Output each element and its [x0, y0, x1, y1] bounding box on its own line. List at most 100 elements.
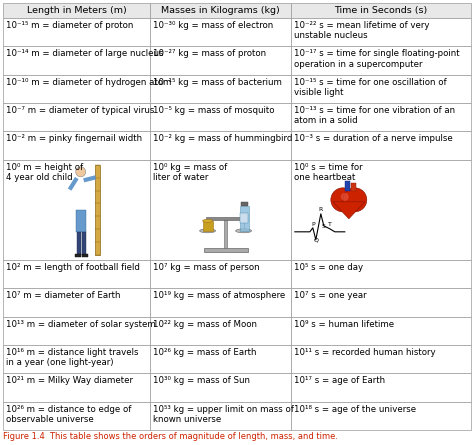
Bar: [150, 373, 291, 402]
Bar: [82, 232, 86, 255]
Text: 10⁻¹⁷ s = time for single floating-point
operation in a supercomputer: 10⁻¹⁷ s = time for single floating-point…: [294, 49, 459, 69]
Bar: [291, 103, 471, 131]
Bar: [291, 373, 471, 402]
Bar: [150, 103, 291, 131]
Circle shape: [341, 193, 349, 201]
Text: 10⁻¹⁴ m = diameter of large nucleus: 10⁻¹⁴ m = diameter of large nucleus: [6, 49, 164, 58]
Text: 10¹⁷ s = age of Earth: 10¹⁷ s = age of Earth: [294, 376, 385, 385]
Text: 10⁻²⁷ kg = mass of proton: 10⁻²⁷ kg = mass of proton: [154, 49, 266, 58]
Text: 10⁻⁷ m = diameter of typical virus: 10⁻⁷ m = diameter of typical virus: [6, 106, 155, 115]
Bar: [241, 202, 247, 206]
Bar: [150, 131, 291, 160]
Bar: [3, 160, 150, 260]
Bar: [76, 210, 86, 232]
Text: 10⁵ s = one day: 10⁵ s = one day: [294, 263, 363, 272]
Text: 10⁹ s = human lifetime: 10⁹ s = human lifetime: [294, 320, 394, 328]
Text: 10²¹ m = Milky Way diameter: 10²¹ m = Milky Way diameter: [6, 376, 133, 385]
Bar: [3, 373, 150, 402]
Text: 10⁰ m = height of
4 year old child: 10⁰ m = height of 4 year old child: [6, 163, 83, 182]
Bar: [150, 260, 291, 288]
Text: Q: Q: [313, 238, 319, 243]
Text: 10⁻² kg = mass of hummingbird: 10⁻² kg = mass of hummingbird: [154, 134, 293, 143]
Bar: [75, 254, 81, 257]
Text: Time in Seconds (s): Time in Seconds (s): [334, 6, 428, 15]
Bar: [204, 248, 247, 252]
Bar: [206, 217, 246, 220]
Text: 10³⁰ kg = mass of Sun: 10³⁰ kg = mass of Sun: [154, 376, 250, 385]
Bar: [150, 18, 291, 46]
Bar: [3, 345, 150, 373]
Bar: [150, 345, 291, 373]
Bar: [291, 316, 471, 345]
Text: P: P: [311, 222, 315, 227]
Bar: [291, 3, 471, 18]
Bar: [150, 402, 291, 430]
Bar: [3, 316, 150, 345]
Text: 10²² kg = mass of Moon: 10²² kg = mass of Moon: [154, 320, 257, 328]
Text: 10⁻²² s = mean lifetime of very
unstable nucleus: 10⁻²² s = mean lifetime of very unstable…: [294, 21, 429, 40]
Bar: [291, 288, 471, 316]
Ellipse shape: [200, 229, 216, 233]
Text: 10¹⁸ s = age of the universe: 10¹⁸ s = age of the universe: [294, 405, 416, 414]
Bar: [95, 165, 100, 255]
Text: 10⁻¹⁵ kg = mass of bacterium: 10⁻¹⁵ kg = mass of bacterium: [154, 78, 283, 87]
Bar: [291, 402, 471, 430]
Bar: [82, 254, 88, 257]
Ellipse shape: [236, 229, 252, 233]
Bar: [291, 160, 471, 260]
Text: 10⁻¹⁵ m = diameter of proton: 10⁻¹⁵ m = diameter of proton: [6, 21, 133, 30]
Bar: [3, 288, 150, 316]
Bar: [291, 260, 471, 288]
Text: 10² m = length of football field: 10² m = length of football field: [6, 263, 140, 272]
Text: 10⁻¹⁵ s = time for one oscillation of
visible light: 10⁻¹⁵ s = time for one oscillation of vi…: [294, 78, 447, 97]
Circle shape: [343, 188, 367, 212]
Text: 10⁻¹⁰ m = diameter of hydrogen atom: 10⁻¹⁰ m = diameter of hydrogen atom: [6, 78, 172, 87]
Bar: [202, 221, 213, 231]
Text: 10⁻³ s = duration of a nerve impulse: 10⁻³ s = duration of a nerve impulse: [294, 134, 453, 143]
Bar: [291, 75, 471, 103]
Text: 10¹⁹ kg = mass of atmosphere: 10¹⁹ kg = mass of atmosphere: [154, 291, 286, 300]
Text: 10⁰ s = time for
one heartbeat: 10⁰ s = time for one heartbeat: [294, 163, 363, 182]
Bar: [240, 206, 249, 231]
Bar: [3, 402, 150, 430]
Text: 10⁰ kg = mass of
liter of water: 10⁰ kg = mass of liter of water: [154, 163, 228, 182]
Bar: [3, 46, 150, 75]
Bar: [3, 103, 150, 131]
Bar: [150, 316, 291, 345]
Text: Length in Meters (m): Length in Meters (m): [27, 6, 127, 15]
Bar: [3, 260, 150, 288]
Bar: [150, 46, 291, 75]
Text: 10⁷ s = one year: 10⁷ s = one year: [294, 291, 366, 300]
Text: R: R: [319, 207, 323, 212]
Bar: [291, 46, 471, 75]
Text: 10²⁶ m = distance to edge of
observable universe: 10²⁶ m = distance to edge of observable …: [6, 405, 131, 424]
Text: 10¹⁶ m = distance light travels
in a year (one light-year): 10¹⁶ m = distance light travels in a yea…: [6, 348, 138, 367]
Text: 10⁻¹³ s = time for one vibration of an
atom in a solid: 10⁻¹³ s = time for one vibration of an a…: [294, 106, 455, 125]
Bar: [291, 18, 471, 46]
Text: 10⁵³ kg = upper limit on mass of
known universe: 10⁵³ kg = upper limit on mass of known u…: [154, 405, 294, 424]
Circle shape: [331, 188, 355, 212]
Bar: [351, 183, 356, 191]
Bar: [291, 345, 471, 373]
Bar: [150, 160, 291, 260]
Text: 10⁷ m = diameter of Earth: 10⁷ m = diameter of Earth: [6, 291, 120, 300]
Text: 10¹¹ s = recorded human history: 10¹¹ s = recorded human history: [294, 348, 436, 357]
Text: 10²⁶ kg = mass of Earth: 10²⁶ kg = mass of Earth: [154, 348, 257, 357]
Bar: [77, 232, 81, 255]
Text: Masses in Kilograms (kg): Masses in Kilograms (kg): [161, 6, 280, 15]
Text: 10⁻⁵ kg = mass of mosquito: 10⁻⁵ kg = mass of mosquito: [154, 106, 275, 115]
Text: 10¹³ m = diameter of solar system: 10¹³ m = diameter of solar system: [6, 320, 156, 328]
Bar: [150, 288, 291, 316]
Bar: [150, 3, 291, 18]
Bar: [3, 131, 150, 160]
Text: 10⁻² m = pinky fingernail width: 10⁻² m = pinky fingernail width: [6, 134, 142, 143]
Bar: [345, 181, 350, 191]
Text: S: S: [322, 224, 326, 229]
Text: 10⁻³⁰ kg = mass of electron: 10⁻³⁰ kg = mass of electron: [154, 21, 273, 30]
Ellipse shape: [202, 219, 213, 222]
Bar: [3, 18, 150, 46]
Bar: [224, 218, 227, 248]
Bar: [291, 131, 471, 160]
Bar: [3, 3, 150, 18]
Circle shape: [76, 167, 86, 177]
